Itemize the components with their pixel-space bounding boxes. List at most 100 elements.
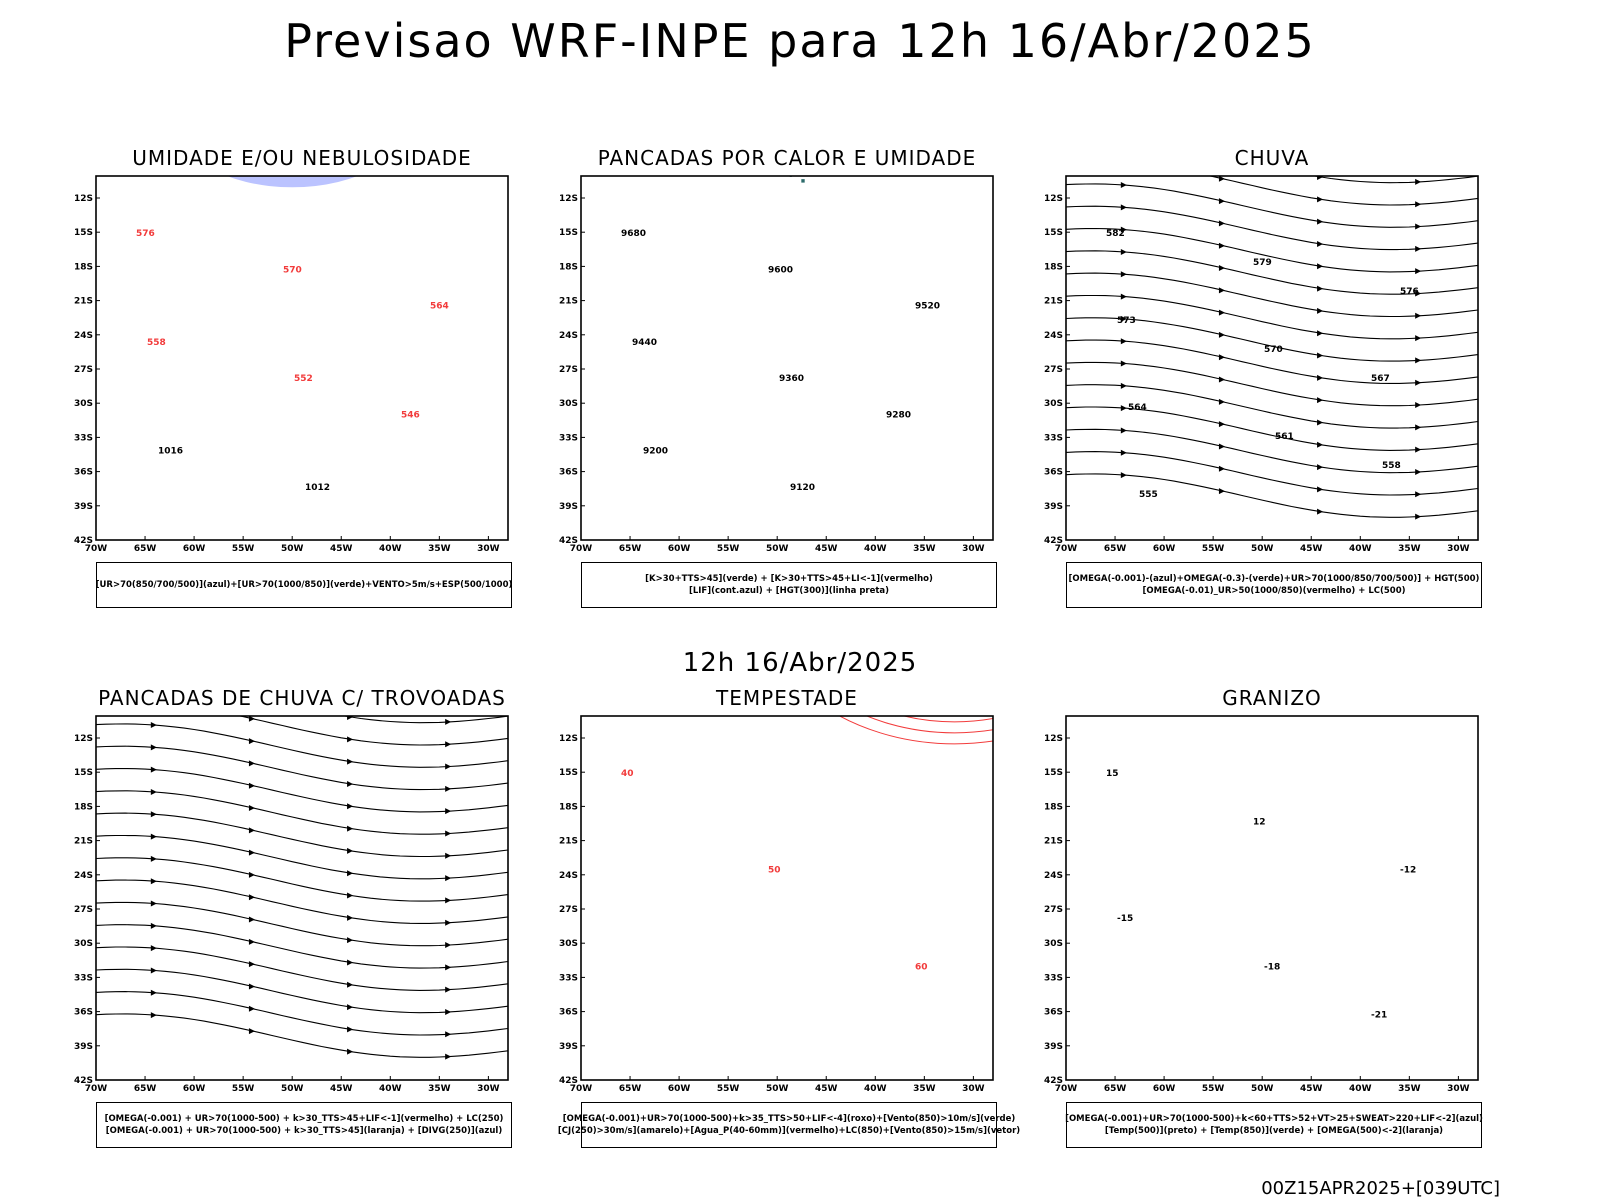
pw-contour (901, 716, 993, 723)
streamline-arrow (445, 919, 452, 926)
lon-tick-label: 65W (134, 544, 157, 554)
panel-title: TEMPESTADE (716, 686, 858, 710)
rain-area (1212, 80, 1221, 87)
omega-area (1312, 95, 1320, 102)
omega-area (1325, 114, 1331, 119)
lon-tick-label: 65W (1104, 1084, 1127, 1094)
country-border (704, 0, 743, 5)
omega-area (1370, 71, 1377, 77)
lon-tick-label: 55W (717, 544, 740, 554)
streamline-arrow (445, 852, 452, 859)
rain-area (1219, 86, 1228, 89)
streamline-arrow (347, 780, 354, 787)
contour-label: 9520 (915, 302, 940, 312)
streamline-arrow (1120, 182, 1127, 189)
contour-label: 552 (294, 374, 313, 384)
thunderstorm-area (296, 632, 305, 639)
lat-tick-label: 15S (1044, 228, 1063, 238)
streamline-arrow (248, 738, 255, 745)
lon-tick-label: 50W (766, 544, 789, 554)
streamline-arrow (1317, 352, 1324, 359)
omega-area (1312, 119, 1314, 125)
lon-tick-label: 50W (1251, 1084, 1274, 1094)
streamline-arrow (1317, 464, 1324, 471)
streamline-arrow (1317, 508, 1324, 515)
streamline-arrow (1218, 465, 1225, 472)
streamline-arrow (1120, 427, 1127, 434)
hgt300-contour (581, 67, 993, 74)
omega-area (1366, 90, 1373, 97)
forecast-map: 40 50 60 12S 15S 18S 21S 24S 27S 30S 33S 36S 39S 42S7… (559, 715, 994, 1094)
thunderstorm-area (264, 629, 269, 634)
lat-tick-label: 27S (559, 905, 578, 915)
lon-tick-label: 40W (1349, 544, 1372, 554)
thunderstorm-area (362, 632, 370, 639)
rain-area (1219, 109, 1225, 114)
lat-tick-label: 33S (559, 433, 578, 443)
omega-area (1323, 82, 1331, 89)
omega-area (1363, 82, 1368, 85)
main-title: Previsao WRF-INPE para 12h 16/Abr/2025 (284, 14, 1316, 68)
lon-tick-label: 50W (766, 1084, 789, 1094)
streamline-arrow (248, 716, 255, 722)
streamline-arrow (248, 849, 255, 856)
temp500-contour (1066, 618, 1478, 626)
omega-area (1291, 85, 1297, 88)
omega-area (1372, 68, 1375, 75)
thunderstorm-area (327, 625, 334, 629)
lat-tick-label: 30S (1044, 399, 1063, 409)
omega-area (1300, 82, 1309, 87)
thunderstorm-area (322, 619, 330, 624)
temp850-contour (1066, 616, 1478, 630)
rain-area (1354, 138, 1362, 142)
lon-tick-label: 40W (864, 544, 887, 554)
streamline-arrow (150, 766, 157, 773)
lat-tick-label: 39S (1044, 502, 1063, 512)
contour-label: -12 (1400, 866, 1416, 876)
lon-tick-label: 70W (1055, 1084, 1078, 1094)
omega-area (1278, 97, 1286, 103)
map-frame (95, 715, 509, 1081)
contour-label: 9680 (621, 229, 646, 239)
streamline-arrow (445, 785, 452, 792)
rain-area (1249, 97, 1256, 103)
panel-chuva: CHUVA 582 579 576 573 570 567 564 561 558 555 12S 15… (1022, 146, 1492, 616)
streamline (1311, 176, 1478, 184)
thunderstorm-area (203, 707, 207, 711)
omega-area (1342, 126, 1350, 128)
panel-title: CHUVA (1234, 146, 1310, 170)
lat-tick-label: 36S (74, 1008, 93, 1018)
contour-label: 564 (1128, 403, 1147, 413)
streamline (1207, 176, 1478, 206)
streamline-arrow (248, 827, 255, 834)
omega-area (1280, 69, 1287, 74)
rain-area (1217, 73, 1221, 77)
lif-contour (581, 83, 993, 102)
rain-area (1312, 112, 1318, 114)
streamline (1066, 294, 1478, 340)
streamline-arrow (1415, 513, 1422, 520)
streamline-arrow (445, 875, 452, 882)
streamline-arrow (1120, 338, 1127, 345)
lat-tick-label: 21S (1044, 297, 1063, 307)
thunderstorm-area (265, 635, 274, 643)
rain-area (1392, 8, 1394, 12)
streamline-arrow (1218, 488, 1225, 495)
lat-tick-label: 21S (74, 837, 93, 847)
omega-area (1331, 118, 1335, 125)
lon-tick-label: 60W (668, 1084, 691, 1094)
lon-tick-label: 55W (232, 1084, 255, 1094)
streamline-arrow (150, 900, 157, 907)
streamline-arrow (1121, 137, 1127, 143)
lon-tick-label: 40W (864, 1084, 887, 1094)
omega-area (1325, 78, 1333, 80)
streamline-arrow (150, 967, 157, 974)
legend-line: [OMEGA(-0.001)+UR>70(1000-500)+k<60+TTS>… (1065, 1114, 1483, 1124)
streamline-arrow (1415, 201, 1422, 208)
lon-tick-label: 35W (1398, 1084, 1421, 1094)
streamline-arrow (248, 805, 255, 812)
streamline-arrow (1218, 265, 1225, 272)
forecast-map: 9680 9600 9520 9440 9360 9280 9200 9120 12S 15S 18… (559, 175, 994, 554)
rain-area (1242, 83, 1247, 90)
streamline-arrow (1218, 242, 1225, 249)
